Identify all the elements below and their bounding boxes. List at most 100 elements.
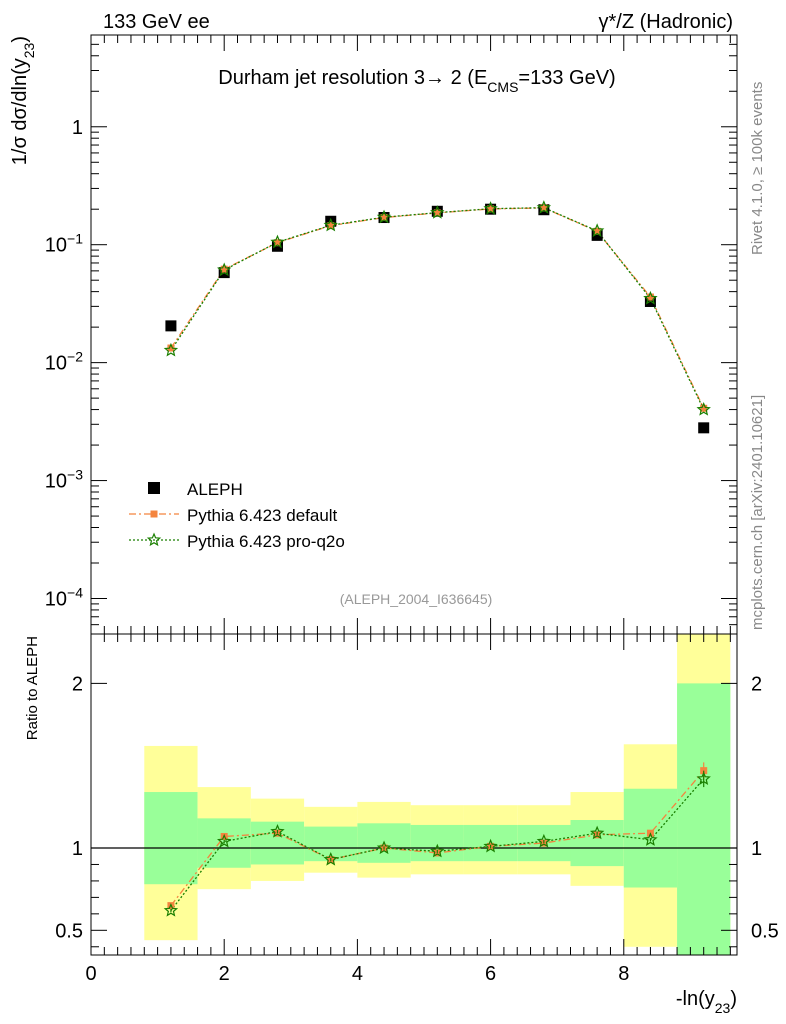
x-axis-label-tail: ) — [730, 988, 737, 1010]
aleph-point — [698, 422, 710, 434]
ratio-y-tick-label-right: 1 — [751, 838, 762, 860]
default-point — [167, 344, 175, 352]
main-y-axis-label-main: 1/σ dσ/dln(y — [9, 58, 31, 165]
ratio-proq2o-point — [323, 851, 338, 866]
default-point — [700, 404, 708, 412]
x-axis-label-main: -ln(y — [676, 988, 715, 1010]
ratio-x-ticks — [90, 634, 731, 955]
main-y-tick-base: 10 — [45, 353, 67, 375]
ratio-y-axis-label: Ratio to ALEPH — [24, 636, 41, 740]
header-right: γ*/Z (Hadronic) — [599, 11, 733, 33]
proq2o-point — [430, 205, 445, 219]
main-y-tick-exp: −4 — [67, 584, 83, 600]
proq2o-point — [589, 223, 605, 237]
ratio-proq2o-point — [643, 832, 658, 846]
plot-title: Durham jet resolution 3→ 2 (ECMS=133 GeV… — [218, 67, 615, 95]
uncertainty-band-inner — [677, 683, 731, 955]
legend-proq2o-label: Pythia 6.423 pro-q2o — [187, 532, 345, 551]
main-y-tick-label: 10−2 — [45, 349, 83, 375]
proq2o-point — [536, 200, 552, 214]
mcplots-label: mcplots.cern.ch [arXiv:2401.10621] — [749, 395, 766, 630]
main-y-tick-base: 10 — [45, 471, 67, 493]
main-y-ticks — [91, 34, 737, 635]
ratio-proq2o-point — [163, 902, 179, 917]
proq2o-point — [643, 290, 658, 305]
proq2o-point — [696, 401, 711, 416]
proq2o-point — [217, 262, 232, 277]
default-point — [593, 227, 601, 235]
ratio-proq2o-point — [483, 838, 498, 853]
ratio-default-line — [170, 770, 705, 907]
aleph-point — [325, 215, 337, 227]
proq2o-point — [483, 201, 498, 215]
main-y-tick-label: 10−1 — [45, 231, 83, 257]
main-y-tick-exp: −1 — [67, 231, 83, 247]
main-y-tick-exp: −3 — [67, 467, 83, 483]
ratio-y-tick-label-left: 1 — [72, 838, 83, 860]
ratio-proq2o-point — [430, 843, 445, 858]
main-y-axis-label-sub: 23 — [21, 42, 37, 58]
ratio-frame — [90, 633, 738, 956]
ratio-proq2o-point — [696, 771, 711, 785]
proq2o-point — [270, 234, 285, 249]
proq2o-line — [170, 207, 705, 410]
ratio-proq2o-point — [376, 840, 392, 855]
legend: ALEPH Pythia 6.423 default Pythia 6.423 pr… — [129, 480, 345, 551]
ratio-proq2o-point — [217, 833, 232, 848]
ratio-y-tick-label-left: 2 — [72, 673, 83, 695]
proq2o-point — [376, 209, 392, 224]
main-y-tick-label: 10−4 — [45, 584, 83, 610]
x-tick-label: 2 — [219, 963, 230, 985]
ratio-proq2o-point — [270, 823, 285, 838]
aleph-point — [271, 240, 283, 252]
legend-aleph-marker — [148, 482, 160, 494]
ratio-y-tick-label-left: 0.5 — [55, 920, 83, 942]
uncertainty-band-inner — [144, 792, 198, 885]
x-axis-label: -ln(y23) — [676, 988, 737, 1016]
default-point — [273, 239, 281, 247]
proq2o-point — [323, 217, 338, 232]
default-point — [327, 222, 335, 230]
default-point — [646, 293, 654, 301]
ratio-proq2o-point — [536, 833, 552, 848]
aleph-point — [165, 320, 177, 332]
default-point — [433, 209, 441, 217]
default-point — [487, 205, 495, 213]
uncertainty-band-inner — [250, 821, 305, 865]
default-point — [540, 204, 548, 212]
analysis-watermark: (ALEPH_2004_I636645) — [340, 591, 493, 607]
plot-title-main: Durham jet resolution 3→ 2 (E — [218, 67, 487, 89]
ratio-panel: 0.5 0.5 1 1 2 2 0 2 4 6 8 Ratio to ALEPH -ln(y23) — [24, 633, 779, 1016]
x-tick-label: 6 — [485, 963, 496, 985]
plot-title-tail: =133 GeV) — [518, 67, 615, 89]
default-point — [380, 214, 388, 222]
main-y-tick-label: 10−3 — [45, 467, 83, 493]
ratio-y-tick-label-right: 0.5 — [751, 920, 779, 942]
legend-default-marker — [150, 510, 158, 518]
x-tick-label: 4 — [352, 963, 363, 985]
main-y-tick-label: 1 — [72, 117, 83, 139]
legend-proq2o-marker — [146, 532, 162, 547]
main-y-tick-base: 10 — [45, 588, 67, 610]
default-point — [220, 265, 228, 273]
proq2o-point — [163, 342, 179, 357]
ratio-y-ticks — [91, 682, 737, 948]
plot-title-sub: CMS — [487, 79, 518, 95]
x-axis-label-sub: 23 — [715, 1000, 731, 1016]
default-line — [170, 207, 705, 409]
rivet-label: Rivet 4.1.0, ≥ 100k events — [749, 82, 766, 255]
main-x-ticks — [90, 35, 731, 634]
ratio-proq2o-point — [589, 825, 605, 840]
legend-default-label: Pythia 6.423 default — [187, 506, 338, 525]
main-y-tick-exp: −2 — [67, 349, 83, 365]
ratio-y-tick-label-right: 2 — [751, 673, 762, 695]
legend-aleph-label: ALEPH — [187, 480, 243, 499]
main-y-axis-label-tail: ) — [9, 36, 31, 43]
main-y-axis-label: 1/σ dσ/dln(y23) — [9, 36, 37, 165]
uncertainty-band-inner — [304, 826, 358, 862]
x-tick-label: 8 — [618, 963, 629, 985]
header-left: 133 GeV ee — [103, 11, 210, 33]
aleph-point — [591, 229, 603, 241]
